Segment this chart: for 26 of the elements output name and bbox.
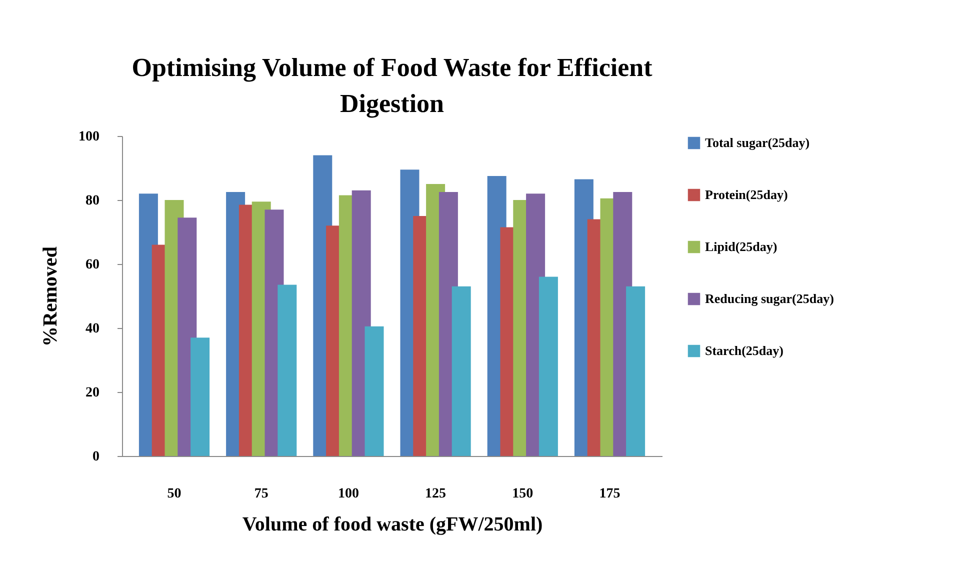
y-tick-label: 60 bbox=[86, 258, 100, 272]
bar bbox=[190, 338, 210, 456]
x-axis-title: Volume of food waste (gFW/250ml) bbox=[242, 514, 543, 536]
bar bbox=[278, 284, 297, 456]
legend-label: Lipid(25day) bbox=[705, 239, 778, 254]
y-tick-label: 40 bbox=[86, 322, 100, 336]
x-tick-label: 75 bbox=[254, 486, 268, 502]
x-tick-label: 50 bbox=[167, 486, 182, 502]
bar bbox=[452, 286, 471, 456]
x-tick-label: 100 bbox=[338, 486, 359, 502]
legend-label: Reducing sugar(25day) bbox=[705, 291, 834, 306]
x-tick-label: 175 bbox=[599, 486, 620, 502]
bar bbox=[538, 276, 558, 456]
bar bbox=[626, 286, 646, 456]
bar bbox=[364, 326, 384, 456]
legend-label: Protein(25day) bbox=[705, 187, 788, 202]
x-tick-label: 150 bbox=[512, 486, 534, 502]
y-tick-label: 100 bbox=[78, 130, 100, 144]
chart-title: Optimising Volume of Food Waste for Efficient Digestion bbox=[132, 53, 653, 118]
y-axis-title: %Removed bbox=[40, 246, 62, 346]
y-tick-label: 20 bbox=[86, 386, 100, 400]
legend-label: Starch(25day) bbox=[705, 343, 784, 358]
y-tick-label: 80 bbox=[86, 194, 100, 208]
legend-label: Total sugar(25day) bbox=[705, 135, 810, 150]
x-tick-label: 125 bbox=[425, 486, 446, 502]
y-tick-label: 0 bbox=[92, 450, 100, 464]
